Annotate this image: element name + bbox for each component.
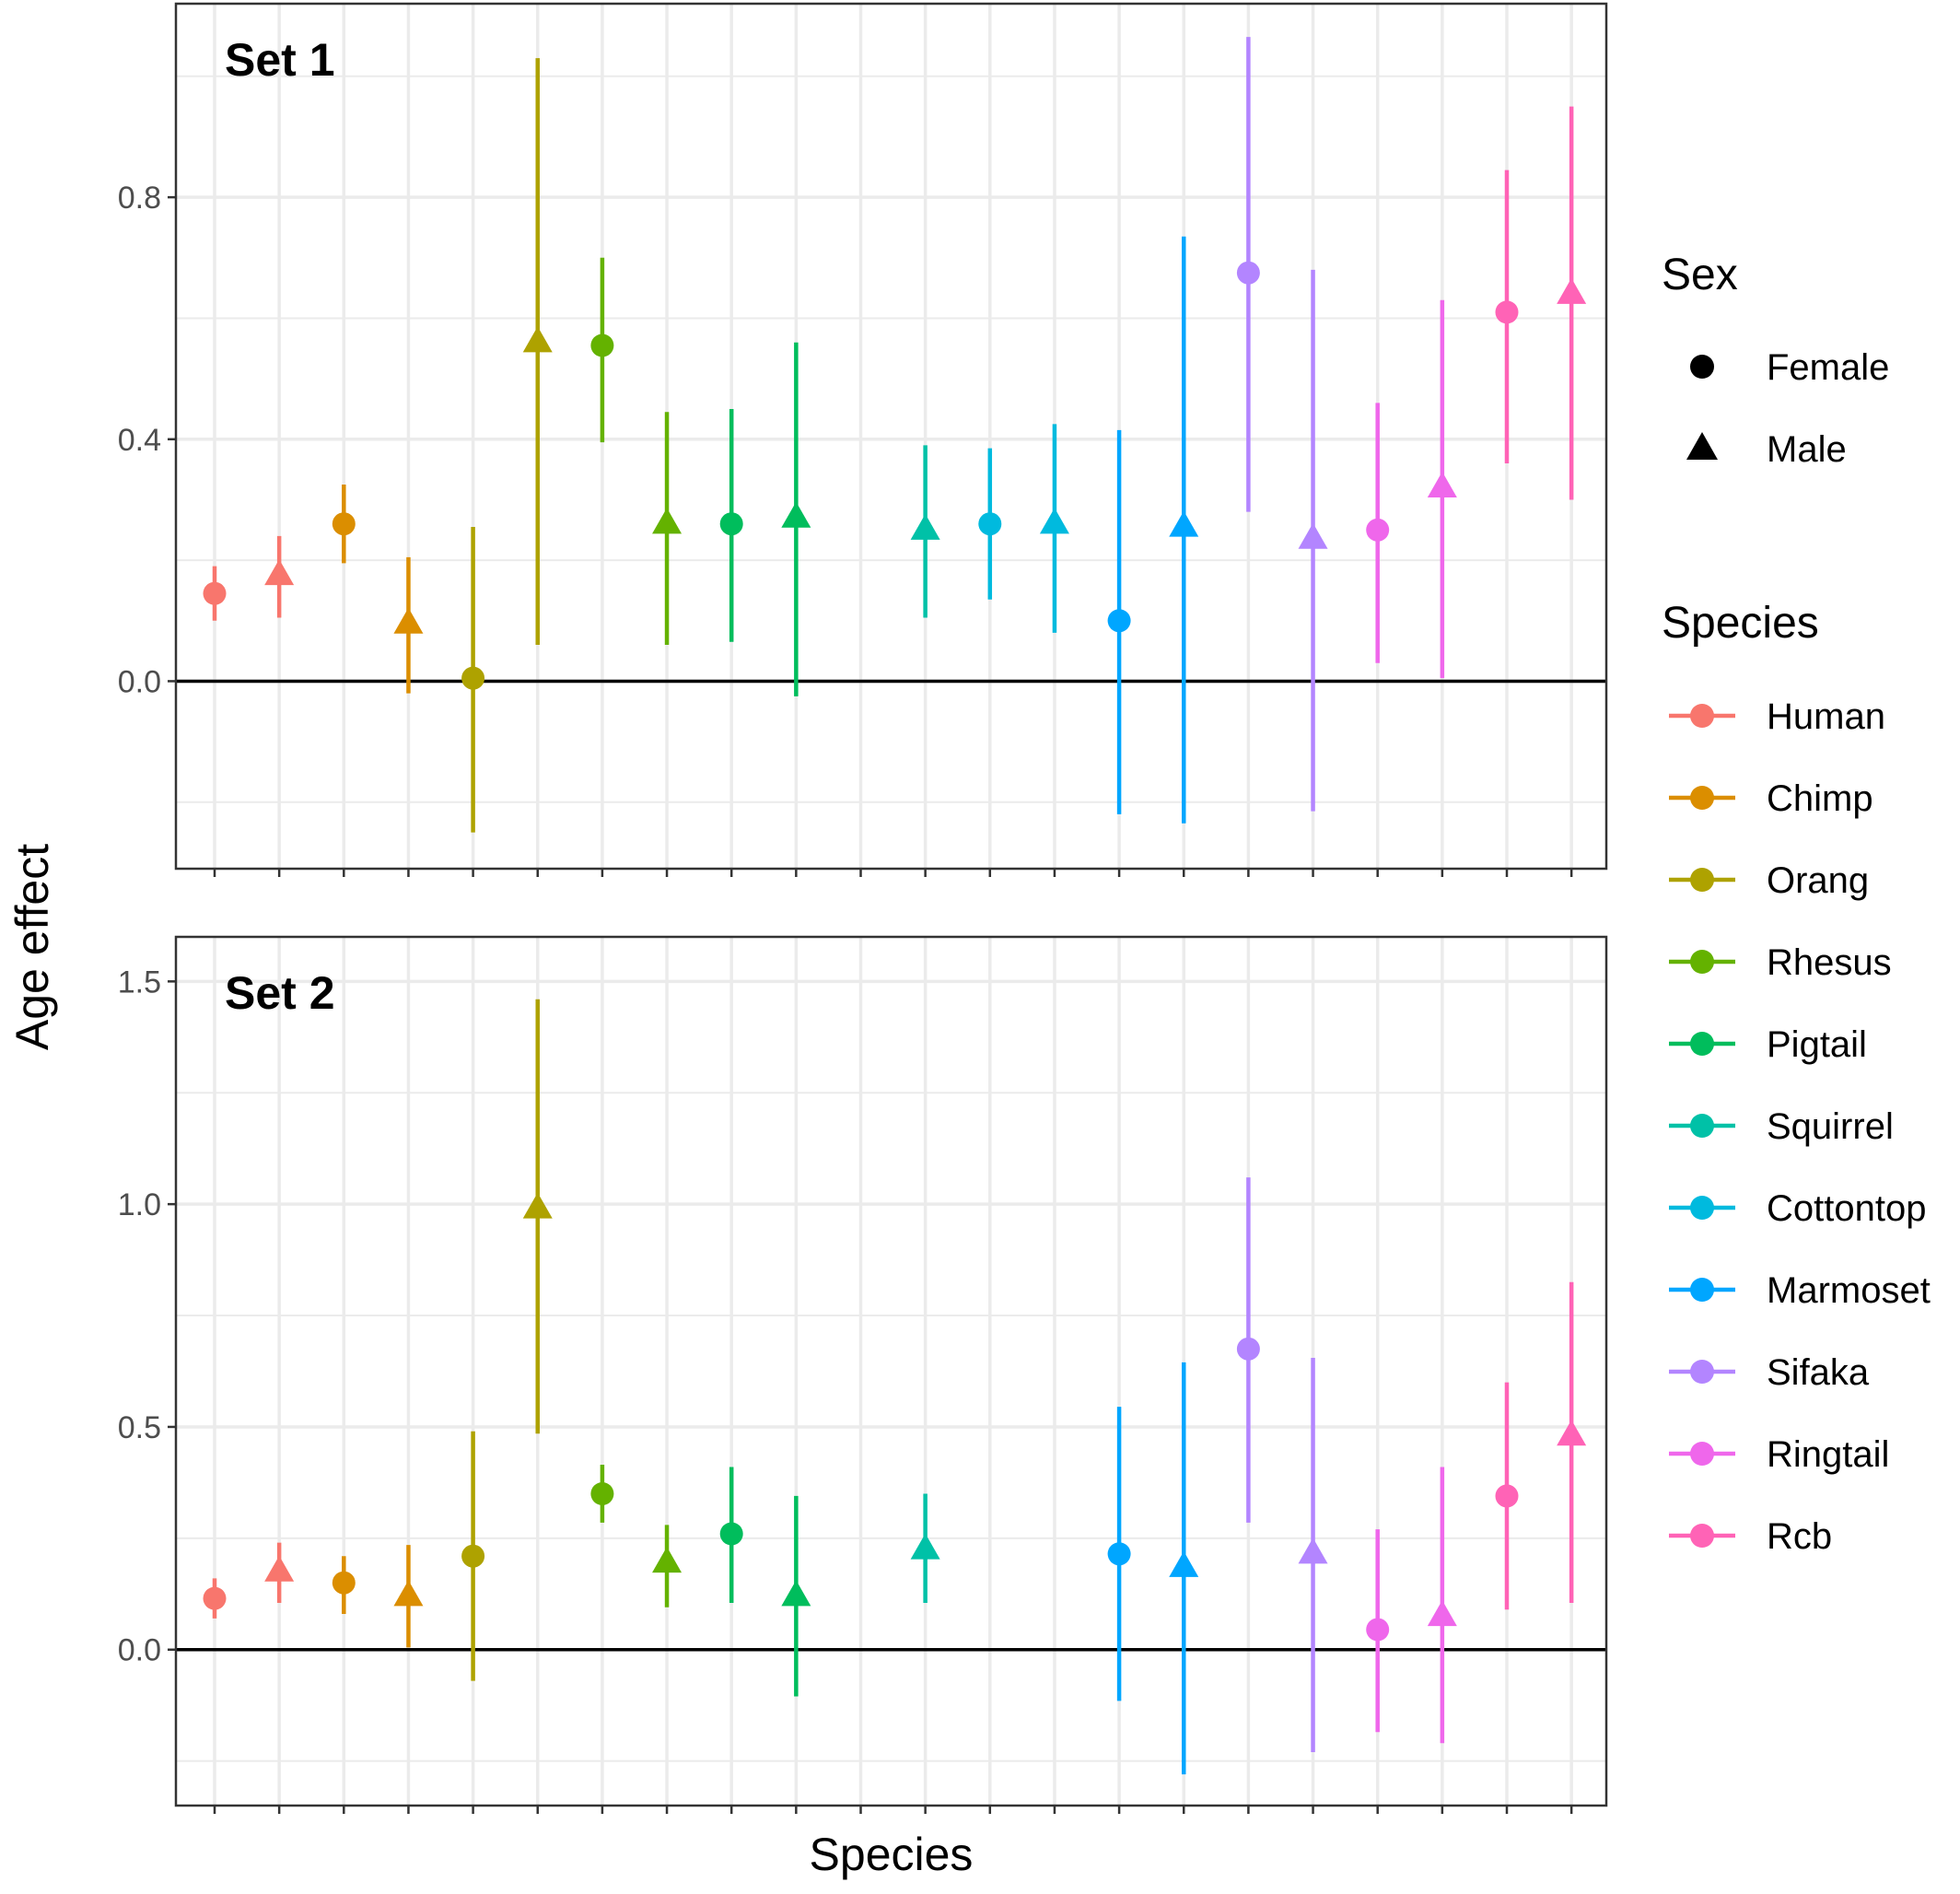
point-marmoset-male: [1169, 510, 1199, 537]
point-ringtail-male: [1427, 471, 1457, 497]
point-rhesus-female: [590, 1481, 614, 1505]
legend-title-sex: Sex: [1662, 251, 1738, 299]
point-marmoset-male: [1169, 1550, 1199, 1577]
facet-panel-1: 0.0 0.4 0.8 Set 1: [118, 2, 1608, 877]
point-cottontop-female: [978, 512, 1002, 536]
legend-label-squirrel: Squirrel: [1767, 1106, 1894, 1147]
y-axis-title: Age effect: [6, 844, 58, 1050]
legend-key-point-squirrel: [1690, 1114, 1714, 1138]
point-squirrel-male: [910, 1533, 940, 1560]
point-chimp-male: [393, 1580, 424, 1607]
point-human-male: [264, 1555, 295, 1582]
point-chimp-female: [332, 1571, 356, 1595]
legend-key-point-ringtail: [1690, 1442, 1714, 1466]
point-chimp-female: [332, 512, 356, 536]
legend-key-point-sifaka: [1690, 1360, 1714, 1384]
point-rcb-male: [1557, 277, 1587, 304]
point-orang-male: [522, 326, 553, 353]
point-sifaka-female: [1236, 1337, 1260, 1361]
point-cottontop-male: [1039, 508, 1069, 534]
legend-label-ringtail: Ringtail: [1767, 1434, 1889, 1475]
point-rcb-female: [1495, 1484, 1519, 1508]
point-marmoset-female: [1107, 1542, 1131, 1566]
legend-label-rcb: Rcb: [1767, 1516, 1832, 1557]
legend-key-point-rhesus: [1690, 950, 1714, 974]
panel-background: [176, 937, 1606, 1806]
y-tick-label: 0.5: [118, 1410, 161, 1445]
legend: Sex Female Male Species Human Chimp Orang Rhesu…: [1662, 251, 1931, 1557]
point-pigtail-male: [781, 501, 811, 528]
legend-title-species: Species: [1662, 599, 1819, 648]
legend-key-point-marmoset: [1690, 1278, 1714, 1302]
legend-key-point-chimp: [1690, 786, 1714, 810]
point-sifaka-female: [1236, 261, 1260, 285]
point-ringtail-female: [1366, 518, 1390, 542]
point-rhesus-male: [652, 508, 682, 534]
point-squirrel-male: [910, 513, 940, 540]
legend-key-point-orang: [1690, 868, 1714, 892]
point-rcb-female: [1495, 300, 1519, 324]
point-pigtail-female: [719, 512, 743, 536]
point-orang-male: [522, 1192, 553, 1219]
legend-label-male: Male: [1767, 429, 1847, 470]
legend-label-orang: Orang: [1767, 860, 1869, 901]
point-chimp-male: [393, 607, 424, 634]
facet-panel-2: 0.0 0.5 1.0 1.5 Set 2: [118, 935, 1608, 1814]
point-ringtail-male: [1427, 1600, 1457, 1627]
legend-label-rhesus: Rhesus: [1767, 942, 1892, 983]
point-pigtail-male: [781, 1580, 811, 1607]
y-tick-label: 0.8: [118, 181, 161, 216]
point-pigtail-female: [719, 1522, 743, 1546]
legend-label-female: Female: [1767, 347, 1889, 388]
panel-border: [174, 935, 1608, 1807]
legend-key-male: [1686, 432, 1718, 460]
legend-label-cottontop: Cottontop: [1767, 1188, 1926, 1229]
legend-label-marmoset: Marmoset: [1767, 1270, 1931, 1311]
point-rcb-male: [1557, 1420, 1587, 1446]
legend-label-sifaka: Sifaka: [1767, 1352, 1870, 1393]
panel-border: [174, 2, 1608, 871]
y-tick-label: 1.5: [118, 965, 161, 1000]
point-rhesus-female: [590, 333, 614, 357]
point-sifaka-male: [1298, 1537, 1328, 1564]
y-tick-label: 0.0: [118, 664, 161, 699]
panel-background: [176, 4, 1606, 869]
legend-key-point-human: [1690, 704, 1714, 728]
point-sifaka-male: [1298, 522, 1328, 549]
x-axis-title: Species: [810, 1829, 974, 1880]
point-rhesus-male: [652, 1547, 682, 1573]
legend-key-female: [1690, 355, 1714, 379]
legend-label-pigtail: Pigtail: [1767, 1024, 1867, 1065]
y-tick-label: 0.4: [118, 423, 161, 458]
facet-label: Set 2: [225, 967, 335, 1019]
legend-label-human: Human: [1767, 696, 1885, 737]
point-human-female: [203, 1586, 227, 1610]
y-tick-label: 1.0: [118, 1187, 161, 1222]
point-marmoset-female: [1107, 609, 1131, 633]
facet-label: Set 1: [225, 34, 335, 86]
point-orang-female: [461, 1544, 485, 1568]
legend-key-point-cottontop: [1690, 1196, 1714, 1220]
legend-label-chimp: Chimp: [1767, 778, 1873, 819]
legend-key-point-pigtail: [1690, 1032, 1714, 1056]
legend-key-point-rcb: [1690, 1524, 1714, 1548]
point-orang-female: [461, 666, 485, 690]
point-human-female: [203, 581, 227, 605]
point-ringtail-female: [1366, 1618, 1390, 1642]
y-tick-label: 0.0: [118, 1633, 161, 1668]
point-human-male: [264, 559, 295, 586]
